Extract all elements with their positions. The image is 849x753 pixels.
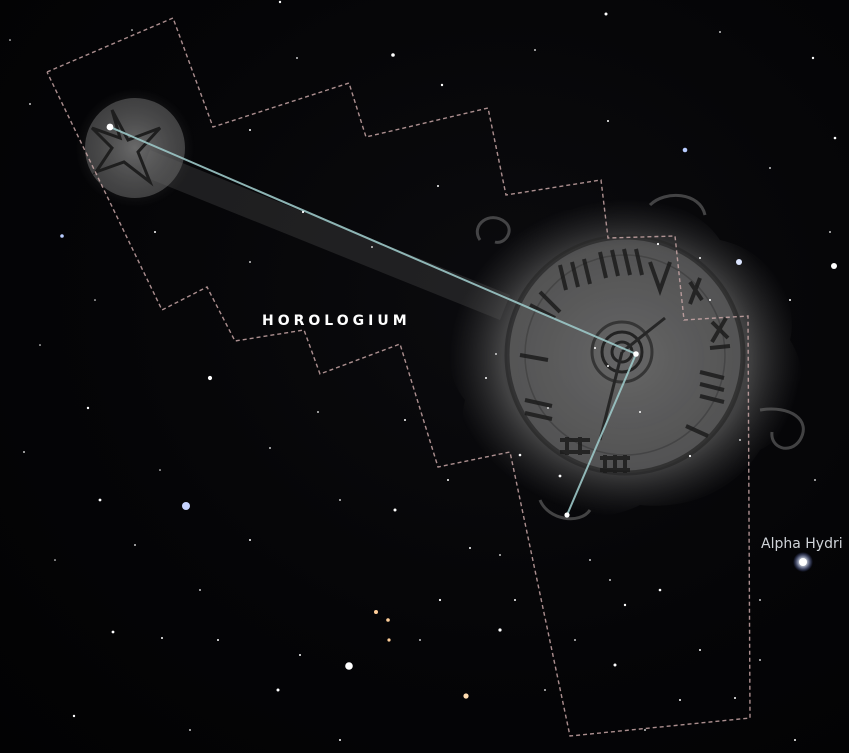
constellation-name-label: HOROLOGIUM: [262, 313, 411, 329]
constellation-boundary: [46, 17, 751, 737]
bright-stars: [60, 123, 837, 699]
constellation-art-pendulum: [75, 88, 510, 320]
star-alpha-hydri[interactable]: [793, 552, 813, 572]
constellation-lines: [109, 126, 637, 516]
star-label-alpha-hydri[interactable]: Alpha Hydri: [761, 536, 843, 552]
constellation-art-clock: [448, 193, 805, 521]
background-stars: [9, 0, 837, 741]
